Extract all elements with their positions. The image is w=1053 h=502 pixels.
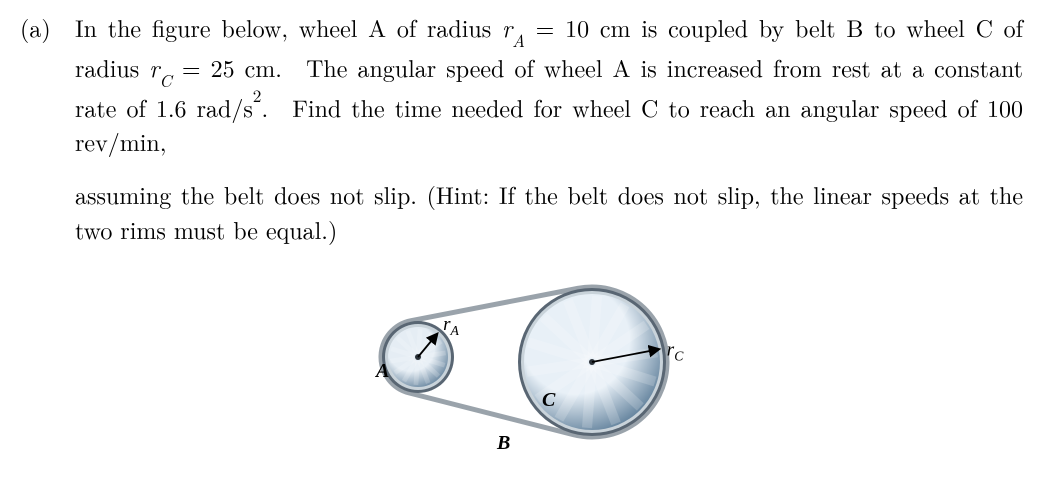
- problem-text-1: In the figure below, wheel A of radius r…: [75, 10, 1023, 159]
- wheel-label: C: [542, 389, 556, 411]
- radius-label: rC: [666, 339, 683, 363]
- problem-text-2: assuming the belt does not slip. (Hint: …: [75, 177, 1023, 247]
- radius-label: rA: [443, 314, 459, 338]
- wheel-label: A: [374, 360, 389, 382]
- belt-label: B: [496, 432, 510, 454]
- figure-container: rA ArC C B: [20, 267, 1023, 457]
- belt-pulleys-figure: rA ArC C B: [322, 267, 722, 457]
- part-label: (a): [20, 10, 75, 45]
